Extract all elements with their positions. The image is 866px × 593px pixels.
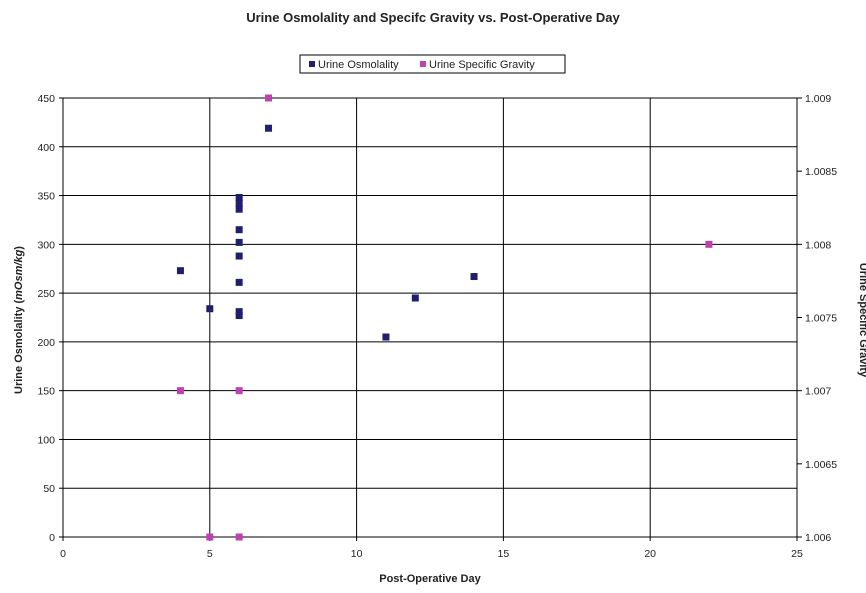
x-tick-label: 15 (498, 548, 510, 560)
y-right-tick-label: 1.009 (805, 93, 831, 105)
gridlines (62, 97, 798, 538)
osmolality-point (235, 226, 243, 234)
y-right-tick-label: 1.007 (805, 386, 831, 398)
specific-gravity-point (265, 94, 273, 102)
data-points (176, 94, 713, 541)
x-axis-title: Post-Operative Day (379, 573, 481, 585)
legend-marker-specific-gravity (420, 61, 426, 67)
legend: Urine Osmolality Urine Specific Gravity (299, 54, 566, 74)
osmolality-point (235, 308, 243, 316)
y-left-tick-label: 150 (37, 386, 55, 398)
y-axis-left-title-main: Urine Osmolality ( (13, 300, 25, 394)
y-axis-left-title-unit: mOsm/kg (13, 249, 25, 299)
y-left-tick-label: 0 (49, 532, 55, 544)
plot-frame (62, 97, 798, 538)
osmolality-point (265, 124, 273, 132)
osmolality-point (176, 267, 184, 275)
osmolality-point (235, 278, 243, 286)
osmolality-point (235, 252, 243, 260)
x-tick-label: 0 (60, 548, 66, 560)
y-right-tick-label: 1.0085 (805, 166, 837, 178)
y-left-tick-label: 400 (37, 142, 55, 154)
x-tick-label: 20 (644, 548, 656, 560)
y-right-tick-label: 1.0065 (805, 459, 837, 471)
y-left-tick-label: 200 (37, 337, 55, 349)
y-axis-right-title: Urine Specific Gravity (857, 263, 866, 378)
y-axis-left-title: Urine Osmolality (mOsm/kg) (13, 246, 25, 394)
y-left-tick-label: 100 (37, 434, 55, 446)
legend-label-osmolality: Urine Osmolality (318, 59, 399, 71)
legend-label-specific-gravity: Urine Specific Gravity (429, 59, 535, 71)
specific-gravity-point (705, 240, 713, 248)
legend-marker-osmolality (309, 61, 315, 67)
osmolality-point (382, 333, 390, 341)
osmolality-point (235, 205, 243, 213)
specific-gravity-point (176, 387, 184, 395)
y-left-tick-label: 450 (37, 93, 55, 105)
osmolality-point (206, 305, 214, 313)
osmolality-point (235, 199, 243, 207)
axes (59, 97, 802, 541)
y-right-tick-label: 1.006 (805, 532, 831, 544)
y-left-tick-label: 350 (37, 191, 55, 203)
x-tick-label: 5 (207, 548, 213, 560)
specific-gravity-point (235, 533, 243, 541)
y-left-tick-label: 50 (43, 483, 55, 495)
y-left-tick-label: 250 (37, 288, 55, 300)
y-axis-left-title-close: ) (13, 246, 25, 250)
specific-gravity-point (206, 533, 214, 541)
x-tick-label: 10 (351, 548, 363, 560)
specific-gravity-point (235, 387, 243, 395)
chart-title: Urine Osmolality and Specifc Gravity vs.… (246, 10, 620, 25)
legend-box (299, 54, 566, 74)
osmolality-point (235, 238, 243, 246)
x-tick-label: 25 (791, 548, 803, 560)
y-right-tick-label: 1.008 (805, 239, 831, 251)
y-right-tick-label: 1.0075 (805, 313, 837, 325)
osmolality-point (411, 294, 419, 302)
y-left-tick-label: 300 (37, 239, 55, 251)
osmolality-point (235, 194, 243, 202)
osmolality-point (235, 312, 243, 320)
osmolality-point (470, 273, 478, 281)
